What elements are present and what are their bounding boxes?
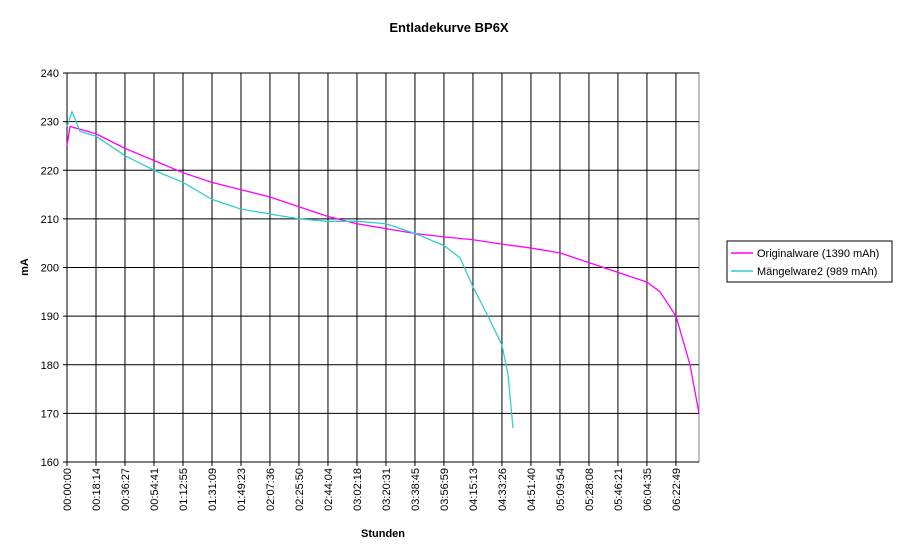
x-tick-label: 01:12:55 — [178, 468, 190, 511]
x-tick-label: 03:56:59 — [439, 468, 451, 511]
x-tick-label: 00:00:00 — [62, 468, 74, 511]
x-tick-label: 06:04:35 — [642, 468, 654, 511]
y-tick-label: 200 — [41, 263, 59, 275]
x-tick-label: 02:07:36 — [265, 468, 277, 511]
y-tick-label: 180 — [41, 360, 59, 372]
series-line — [66, 125, 700, 414]
x-tick-label: 03:20:31 — [381, 468, 393, 511]
y-tick-label: 220 — [41, 165, 59, 177]
y-tick-label: 170 — [41, 408, 59, 420]
x-tick-label: 05:46:21 — [613, 468, 625, 511]
legend-label: Originalware (1390 mAh) — [757, 248, 879, 260]
y-tick-label: 210 — [41, 214, 59, 226]
y-tick-label: 190 — [41, 311, 59, 323]
y-tick-label: 230 — [41, 117, 59, 129]
chart-title: Entladekurve BP6X — [389, 20, 509, 35]
x-tick-label: 00:36:27 — [120, 468, 132, 511]
x-tick-label: 02:44:04 — [323, 468, 335, 511]
x-tick-label: 02:25:50 — [294, 468, 306, 511]
y-axis-title: mA — [19, 258, 31, 276]
x-tick-label: 01:31:09 — [207, 468, 219, 511]
x-tick-label: 06:22:49 — [671, 468, 683, 511]
x-tick-label: 00:54:41 — [149, 468, 161, 511]
legend-label: Mängelware2 (989 mAh) — [757, 266, 877, 278]
x-tick-label: 04:51:40 — [526, 468, 538, 511]
x-tick-label: 03:02:18 — [352, 468, 364, 511]
x-tick-label: 00:18:14 — [91, 468, 103, 511]
legend-box — [726, 240, 893, 283]
x-tick-label: 04:33:26 — [497, 468, 509, 511]
x-tick-label: 05:28:08 — [584, 468, 596, 511]
x-tick-label: 03:38:45 — [410, 468, 422, 511]
y-tick-label: 160 — [41, 457, 59, 469]
series-line — [66, 110, 514, 429]
y-tick-label: 240 — [41, 68, 59, 80]
x-tick-label: 05:09:54 — [555, 468, 567, 511]
x-tick-label: 04:15:13 — [468, 468, 480, 511]
x-axis-title: Stunden — [361, 528, 405, 540]
x-tick-label: 01:49:23 — [236, 468, 248, 511]
